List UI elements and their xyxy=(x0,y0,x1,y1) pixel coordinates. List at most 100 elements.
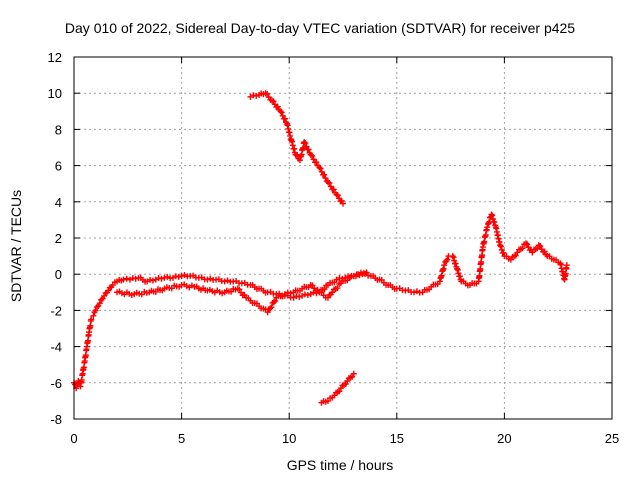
data-point xyxy=(88,316,95,323)
data-point xyxy=(363,269,370,276)
data-point xyxy=(92,307,99,314)
data-point xyxy=(327,183,334,190)
data-point xyxy=(291,145,298,152)
x-tick-label: 5 xyxy=(178,431,185,446)
x-axis-label: GPS time / hours xyxy=(286,457,394,473)
data-point xyxy=(512,252,519,259)
data-point xyxy=(519,245,526,252)
data-point xyxy=(484,224,491,231)
data-point xyxy=(289,142,296,149)
y-tick-label: -8 xyxy=(50,412,62,427)
data-point xyxy=(498,246,505,253)
data-point xyxy=(267,305,274,312)
data-point xyxy=(485,220,492,227)
data-point xyxy=(334,192,341,199)
data-point xyxy=(413,288,420,295)
data-point xyxy=(296,293,303,300)
data-point xyxy=(317,165,324,172)
data-point xyxy=(289,138,296,145)
data-point xyxy=(278,109,285,116)
y-tick-label: 0 xyxy=(55,267,62,282)
data-point xyxy=(207,275,214,282)
data-point xyxy=(221,278,228,285)
data-point xyxy=(120,276,127,283)
data-point xyxy=(340,200,346,207)
data-point xyxy=(236,286,243,293)
data-point xyxy=(301,139,308,146)
data-point xyxy=(452,260,459,267)
data-point xyxy=(264,91,271,98)
data-point xyxy=(268,304,275,311)
y-tick-label: 10 xyxy=(48,86,62,101)
data-point xyxy=(537,243,544,250)
data-point xyxy=(305,146,312,153)
data-point xyxy=(563,262,570,269)
data-point xyxy=(164,273,171,280)
data-point xyxy=(456,273,463,280)
x-tick-label: 25 xyxy=(605,431,619,446)
data-point xyxy=(287,290,294,297)
data-point xyxy=(264,309,271,316)
data-point xyxy=(178,273,185,280)
data-point xyxy=(281,115,288,122)
data-point xyxy=(454,265,461,272)
y-tick-label: 4 xyxy=(55,195,62,210)
data-point xyxy=(360,270,367,277)
data-point xyxy=(132,275,139,282)
data-point xyxy=(321,286,328,293)
data-point xyxy=(444,256,451,263)
data-point xyxy=(350,370,357,377)
y-tick-label: 12 xyxy=(48,50,62,65)
data-point xyxy=(270,299,277,306)
axis-ticks: 0 5 10 15 20 25 -8 -6 -4 -2 0 2 4 6 8 10 12 xyxy=(48,50,620,446)
data-point xyxy=(524,241,531,248)
data-point xyxy=(489,212,496,219)
data-point xyxy=(253,92,260,99)
data-point xyxy=(96,300,103,307)
y-tick-label: -2 xyxy=(50,303,62,318)
series-lower-arc xyxy=(318,370,357,406)
data-point xyxy=(161,274,168,281)
data-point xyxy=(500,249,507,256)
data-point xyxy=(272,297,279,304)
data-point xyxy=(181,272,188,279)
data-point xyxy=(450,254,457,261)
series-upper-arc xyxy=(247,90,346,207)
grid-lines xyxy=(74,57,612,419)
data-point xyxy=(522,240,529,247)
data-point xyxy=(175,273,182,280)
data-point xyxy=(491,218,498,225)
x-tick-label: 0 xyxy=(70,431,77,446)
data-point xyxy=(270,98,277,105)
y-tick-label: -6 xyxy=(50,376,62,391)
data-point xyxy=(313,159,320,166)
chart-title: Day 010 of 2022, Sidereal Day-to-day VTE… xyxy=(64,20,576,36)
series-lower-branch xyxy=(114,269,370,316)
data-point xyxy=(321,171,328,178)
data-point xyxy=(304,292,311,299)
data-point xyxy=(224,277,231,284)
y-tick-label: -4 xyxy=(50,340,62,355)
y-tick-label: 6 xyxy=(55,159,62,174)
data-point xyxy=(90,312,97,319)
data-point xyxy=(541,248,548,255)
data-point xyxy=(149,277,156,284)
data-point xyxy=(277,108,284,115)
data-point xyxy=(349,373,356,380)
data-point xyxy=(449,253,456,260)
data-point xyxy=(274,103,281,110)
data-point xyxy=(411,289,418,296)
data-point xyxy=(204,276,211,283)
data-markers xyxy=(71,90,570,406)
data-point xyxy=(342,381,349,387)
data-point xyxy=(330,186,337,193)
data-point xyxy=(326,180,333,187)
data-point xyxy=(310,156,317,163)
plot-frame xyxy=(73,56,613,420)
data-point xyxy=(123,275,130,282)
data-point xyxy=(333,191,340,198)
data-point xyxy=(336,388,343,395)
x-tick-label: 15 xyxy=(390,431,404,446)
data-point xyxy=(334,285,341,292)
